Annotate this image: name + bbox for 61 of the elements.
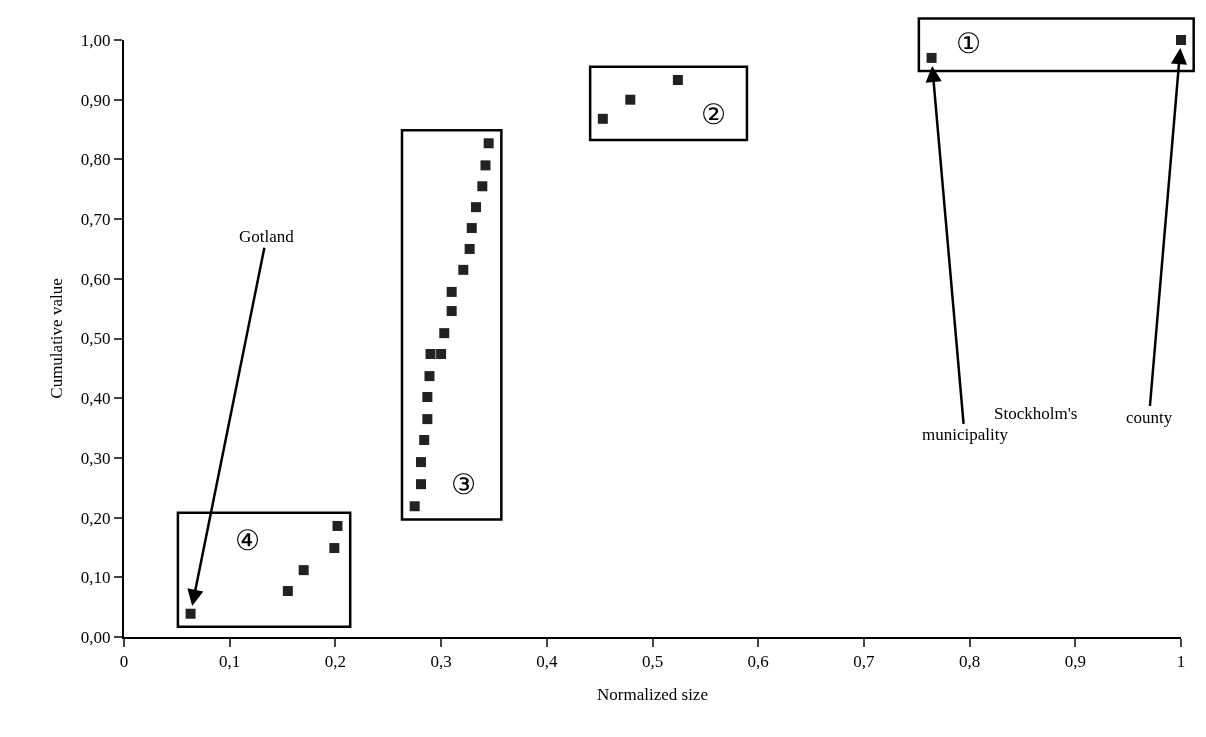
x-axis-title: Normalized size	[597, 685, 708, 705]
x-tick-label: 0,6	[747, 652, 769, 672]
point	[446, 286, 457, 297]
point	[329, 543, 340, 554]
point	[458, 264, 469, 275]
annotation: municipality	[922, 425, 1009, 444]
point	[185, 608, 196, 619]
point	[446, 306, 457, 317]
point	[477, 181, 488, 192]
y-axis-title: Cumulative value	[46, 278, 66, 399]
point	[439, 328, 450, 339]
point	[422, 414, 433, 425]
point	[625, 94, 636, 105]
x-tick-label: 0,9	[1064, 652, 1086, 672]
point	[424, 371, 435, 382]
x-tick-label: 0,4	[536, 652, 558, 672]
x-tick-label: 0,5	[641, 652, 664, 672]
y-tick-label: 0,70	[80, 210, 111, 230]
point	[672, 75, 683, 85]
point	[282, 586, 293, 597]
y-tick-label: 0,60	[80, 269, 111, 289]
y-tick-label: 0,00	[80, 627, 111, 647]
point	[470, 202, 481, 213]
annotation: county	[1126, 408, 1173, 427]
y-tick-label: 0,50	[80, 329, 111, 349]
point	[422, 392, 433, 403]
y-tick-label: 0,10	[80, 568, 111, 588]
point	[298, 565, 309, 576]
x-tick-label: 0,1	[219, 652, 241, 672]
annotation: Gotland	[239, 227, 295, 246]
annotation: ④	[235, 524, 261, 557]
y-tick-label: 0,20	[80, 508, 111, 528]
annotation: Stockholm's	[994, 404, 1078, 423]
point	[416, 479, 427, 490]
x-tick-label: 0,3	[430, 652, 452, 672]
point	[425, 349, 436, 360]
x-tick-label: 0,8	[958, 652, 981, 672]
point	[466, 223, 477, 234]
y-tick-label: 0,40	[80, 389, 111, 409]
y-tick-label: 0,90	[80, 90, 111, 110]
point	[419, 434, 430, 445]
x-tick-label: 0,7	[853, 652, 876, 672]
point	[597, 113, 608, 124]
annotation: ②	[701, 98, 727, 131]
x-tick-label: 0	[119, 652, 129, 672]
point	[332, 520, 343, 531]
point	[1176, 35, 1186, 45]
x-tick-label: 0,2	[324, 652, 347, 672]
y-tick-label: 0,80	[80, 150, 111, 170]
annotation: ③	[451, 468, 477, 501]
point	[416, 457, 427, 468]
point	[926, 52, 937, 63]
point	[409, 501, 420, 512]
y-tick-label: 0,30	[80, 448, 111, 468]
point	[483, 138, 494, 149]
y-tick-label: 1,00	[80, 30, 111, 50]
point	[480, 160, 491, 171]
point	[464, 243, 475, 254]
point	[436, 349, 447, 360]
annotation: ①	[956, 27, 982, 60]
x-tick-label: 1	[1176, 652, 1186, 672]
